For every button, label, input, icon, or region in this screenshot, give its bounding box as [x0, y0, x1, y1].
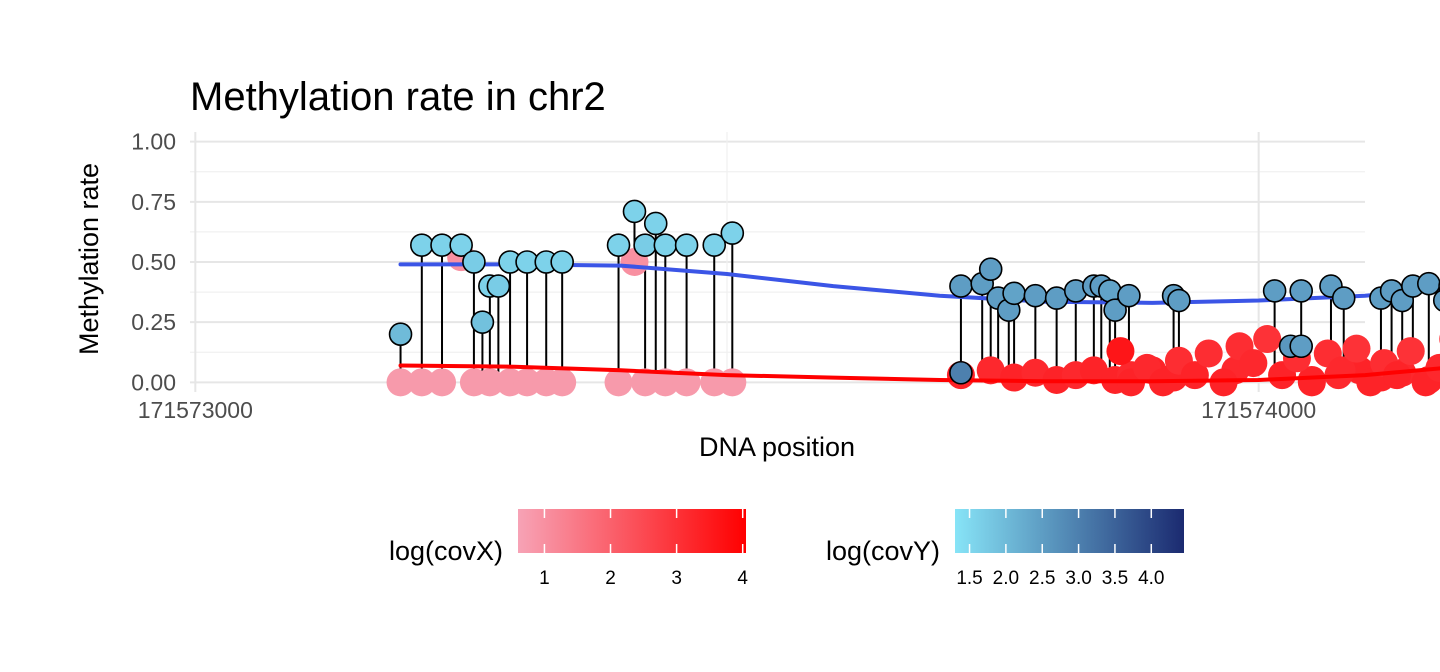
legend-tick-label: 3 — [671, 568, 682, 589]
covy-point — [633, 233, 657, 257]
smooth-lines-layer — [398, 262, 1440, 384]
covx-point — [1106, 337, 1135, 366]
covy-point — [606, 233, 631, 257]
covx-point — [428, 368, 457, 397]
covx-point — [976, 356, 1005, 385]
covy-point — [486, 274, 511, 298]
legend-tick-label: 3.5 — [1102, 568, 1128, 589]
y-tick-label: 0.75 — [131, 189, 176, 215]
plot-grid — [190, 132, 1365, 392]
covy-point — [674, 233, 699, 257]
covy-point — [1117, 283, 1141, 308]
covy-point — [720, 221, 745, 245]
covx-point — [631, 368, 660, 397]
covx-point — [475, 368, 504, 397]
covy-point — [449, 233, 473, 257]
covx-point — [604, 368, 633, 397]
legend-title: log(covX) — [389, 536, 503, 566]
covy-points-layer — [388, 199, 1440, 385]
legend-tick-label: 1 — [539, 568, 550, 589]
covx-point — [1000, 363, 1029, 392]
x-tick-label: 171573000 — [138, 397, 253, 423]
legend-colorbar — [955, 509, 1184, 553]
x-axis-ticks: 171573000 171574000 — [138, 397, 1316, 423]
covx-point — [651, 368, 680, 397]
covy-point — [1002, 281, 1026, 306]
covy-point — [949, 274, 973, 298]
y-axis-label: Methylation rate — [74, 163, 104, 355]
covy-point — [462, 250, 486, 274]
legend-colorbar — [518, 509, 746, 553]
covx-point — [407, 368, 436, 397]
covy-point — [470, 310, 495, 334]
covy-point — [653, 233, 678, 257]
smooth-line-covX — [398, 363, 1440, 384]
y-tick-label: 0.50 — [131, 249, 176, 275]
covy-point — [1331, 286, 1356, 310]
covy-point — [702, 233, 727, 257]
legend-tick-label: 2 — [605, 568, 616, 589]
covx-point — [718, 368, 747, 397]
y-axis-ticks: 0.00 0.25 0.50 0.75 1.00 — [131, 129, 176, 396]
covy-point — [978, 257, 1003, 282]
legend: log(covX) 1 2 3 4 log(covY) 1.5 2.0 2.5 3.0 3.5 4.0 — [389, 509, 1184, 589]
covx-point — [1194, 339, 1223, 368]
legend-tick-label: 1.5 — [956, 568, 982, 589]
covy-point — [410, 233, 434, 257]
legend-tick-label: 3.0 — [1065, 568, 1091, 589]
y-tick-label: 0.00 — [131, 369, 176, 395]
y-tick-label: 1.00 — [131, 129, 176, 155]
covy-point — [550, 250, 574, 274]
x-axis-label: DNA position — [699, 432, 855, 462]
x-tick-label: 171574000 — [1201, 397, 1316, 423]
covx-point — [1239, 349, 1268, 378]
covy-point — [622, 199, 647, 224]
covy-point — [1103, 298, 1127, 322]
covy-point — [1432, 289, 1440, 312]
covy-point — [1262, 279, 1287, 303]
covx-point — [1382, 361, 1411, 390]
covy-point — [1023, 283, 1048, 308]
covx-point — [1396, 337, 1425, 366]
covx-point — [386, 368, 415, 397]
covy-point — [1289, 334, 1313, 359]
legend-tick-label: 4 — [737, 568, 748, 589]
covx-point — [548, 368, 577, 397]
chart-title: Methylation rate in chr2 — [190, 75, 606, 119]
legend-tick-label: 2.5 — [1029, 568, 1055, 589]
covx-point — [513, 368, 542, 397]
legend-tick-label: 4.0 — [1138, 568, 1164, 589]
covy-point — [1167, 288, 1191, 313]
covy-point — [949, 360, 973, 385]
covy-point — [1417, 271, 1440, 296]
y-tick-label: 0.25 — [131, 309, 176, 335]
covx-point — [1297, 368, 1326, 397]
smooth-line-covY — [398, 262, 1440, 305]
covy-point — [643, 211, 668, 236]
covy-point — [388, 322, 413, 347]
covx-point — [1253, 325, 1282, 354]
legend-title: log(covY) — [826, 536, 940, 566]
covx-point — [1079, 356, 1108, 385]
covx-point — [1342, 334, 1371, 363]
legend-tick-label: 2.0 — [993, 568, 1019, 589]
covy-point — [1289, 279, 1313, 303]
